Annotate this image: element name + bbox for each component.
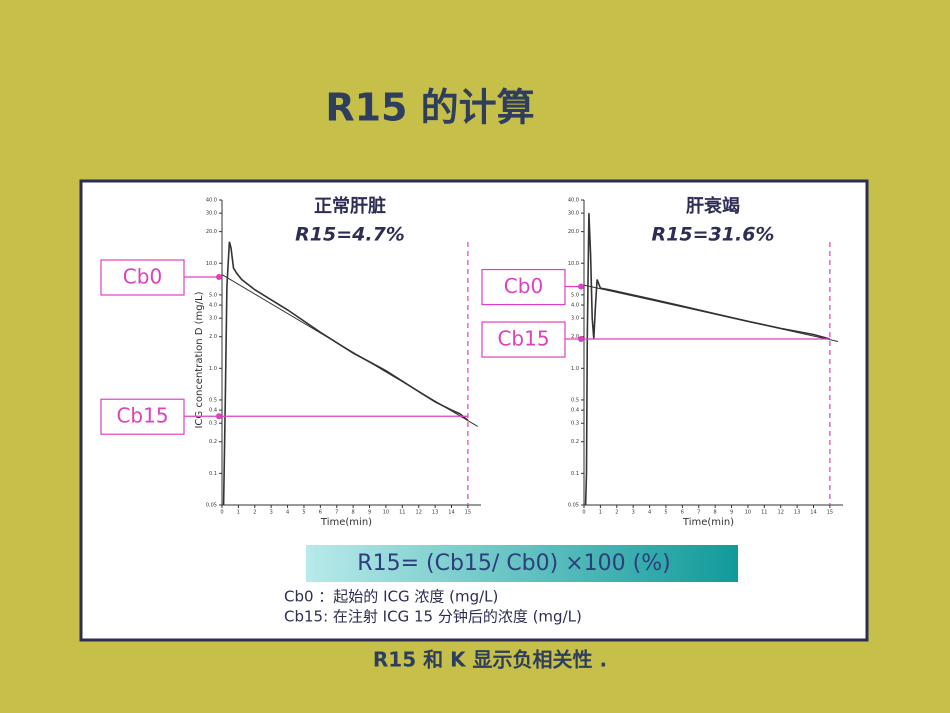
- marker-label: Cb0: [123, 264, 162, 288]
- y-tick-label: 0.05: [206, 503, 217, 509]
- y-tick-label: 0.05: [568, 503, 579, 509]
- formula-box: [306, 545, 738, 582]
- y-tick-label: 3.0: [571, 316, 579, 322]
- y-tick-label: 40.0: [568, 198, 579, 204]
- x-tick-label: 3: [632, 510, 635, 516]
- marker-dot: [216, 413, 222, 420]
- curve: [583, 284, 839, 342]
- y-tick-label: 1.0: [209, 366, 217, 372]
- slide-title: R15 的计算: [325, 86, 534, 130]
- marker-box: [100, 398, 185, 435]
- y-tick-label: 0.1: [571, 471, 579, 477]
- x-tick-label: 6: [681, 510, 684, 516]
- x-tick-label: 5: [664, 510, 667, 516]
- x-tick-label: 6: [319, 510, 322, 516]
- marker-dot: [216, 273, 222, 280]
- y-tick-label: 2.0: [571, 334, 579, 340]
- x-tick-label: 14: [448, 510, 454, 516]
- x-axis-label: Time(min): [682, 517, 734, 528]
- chart-subtitle: R15=31.6%: [652, 224, 775, 246]
- x-tick-label: 10: [745, 510, 751, 516]
- y-tick-label: 20.0: [206, 229, 217, 235]
- x-tick-label: 14: [810, 510, 816, 516]
- x-tick-label: 5: [302, 510, 305, 516]
- y-tick-label: 0.3: [571, 421, 579, 427]
- y-tick-label: 4.0: [209, 303, 217, 309]
- y-tick-label: 30.0: [568, 211, 579, 217]
- x-tick-label: 7: [697, 510, 700, 516]
- x-tick-label: 7: [335, 510, 338, 516]
- y-tick-label: 0.5: [571, 397, 579, 403]
- footer: R15 和 K 显示负相关性 .: [373, 648, 607, 672]
- y-tick-label: 0.2: [209, 439, 217, 445]
- x-tick-label: 8: [714, 510, 717, 516]
- x-tick-label: 10: [383, 510, 389, 516]
- y-tick-label: 0.5: [209, 397, 217, 403]
- y-tick-label: 3.0: [209, 316, 217, 322]
- y-axis-label: ICG concentration D (mg/L): [194, 291, 205, 428]
- definition: Cb15: 在注射 ICG 15 分钟后的浓度 (mg/L): [284, 608, 582, 626]
- x-axis-label: Time(min): [320, 517, 372, 528]
- marker-dot: [578, 336, 584, 343]
- y-tick-label: 20.0: [568, 229, 579, 235]
- y-tick-label: 5.0: [571, 292, 579, 298]
- definition: Cb0 ：起始的 ICG 浓度 (mg/L): [284, 588, 498, 606]
- marker-label: Cb0: [504, 274, 543, 298]
- y-tick-label: 1.0: [571, 366, 579, 372]
- marker-box: [100, 259, 185, 296]
- chart-title: 肝衰竭: [686, 195, 740, 217]
- x-tick-label: 15: [465, 510, 471, 516]
- x-tick-label: 9: [730, 510, 733, 516]
- x-tick-label: 4: [286, 510, 289, 516]
- formula: R15= (Cb15/ Cb0) ×100 (%): [357, 551, 670, 576]
- marker-label: Cb15: [116, 404, 168, 428]
- x-tick-label: 2: [615, 510, 618, 516]
- x-tick-label: 4: [648, 510, 651, 516]
- y-tick-label: 0.3: [209, 421, 217, 427]
- x-tick-label: 15: [827, 510, 833, 516]
- y-tick-label: 30.0: [206, 211, 217, 217]
- y-tick-label: 10.0: [206, 261, 217, 267]
- y-tick-label: 40.0: [206, 198, 217, 204]
- marker-dot: [578, 283, 584, 290]
- x-tick-label: 9: [368, 510, 371, 516]
- x-tick-label: 13: [432, 510, 438, 516]
- x-tick-label: 12: [778, 510, 784, 516]
- y-tick-label: 10.0: [568, 261, 579, 267]
- x-tick-label: 13: [794, 510, 800, 516]
- chart-subtitle: R15=4.7%: [295, 224, 405, 246]
- curve: [221, 274, 478, 427]
- y-tick-label: 0.4: [571, 408, 579, 414]
- x-tick-label: 12: [416, 510, 422, 516]
- y-tick-label: 5.0: [209, 292, 217, 298]
- x-tick-label: 11: [399, 510, 405, 516]
- x-tick-label: 11: [761, 510, 767, 516]
- x-tick-label: 1: [237, 510, 240, 516]
- x-tick-label: 3: [270, 510, 273, 516]
- y-tick-label: 0.2: [571, 439, 579, 445]
- x-tick-label: 8: [352, 510, 355, 516]
- x-tick-label: 1: [599, 510, 602, 516]
- x-tick-label: 0: [582, 510, 585, 516]
- marker-box: [481, 321, 566, 358]
- x-tick-label: 2: [253, 510, 256, 516]
- y-tick-label: 4.0: [571, 303, 579, 309]
- marker-label: Cb15: [497, 327, 549, 351]
- chart-title: 正常肝脏: [314, 195, 386, 217]
- y-tick-label: 0.4: [209, 408, 217, 414]
- y-tick-label: 2.0: [209, 334, 217, 340]
- x-tick-label: 0: [220, 510, 223, 516]
- y-tick-label: 0.1: [209, 471, 217, 477]
